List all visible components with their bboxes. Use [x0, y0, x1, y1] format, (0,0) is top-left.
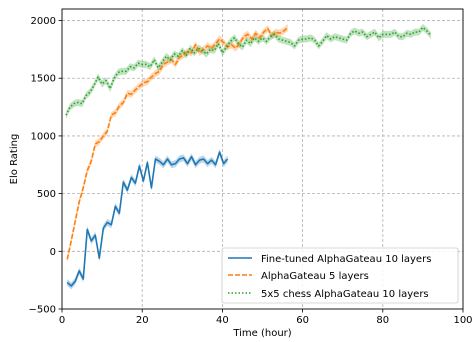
x-tick-label: 100: [453, 315, 472, 326]
legend: Fine-tuned AlphaGateau 10 layers AlphaGa…: [221, 247, 459, 304]
x-axis-label: Time (hour): [232, 328, 291, 339]
x-tick-label: 40: [216, 315, 229, 326]
y-tick-label: 1500: [31, 74, 56, 85]
series-line-1: [66, 26, 289, 260]
y-tick-label: 2000: [31, 16, 56, 27]
legend-label-5x5-chess: 5x5 chess AlphaGateau 10 layers: [261, 289, 429, 300]
legend-label-5-layers: AlphaGateau 5 layers: [261, 271, 369, 282]
y-tick-label: −500: [29, 305, 56, 316]
series-lines: [65, 26, 432, 287]
y-tick-label: 0: [50, 247, 56, 258]
series-line-0: [66, 151, 229, 287]
plot-frame: [61, 8, 464, 310]
x-tick-label: 0: [59, 315, 65, 326]
y-tick-label: 1000: [31, 131, 56, 142]
series-line-2: [65, 26, 432, 116]
x-tick-label: 20: [136, 315, 149, 326]
legend-box: [221, 247, 459, 304]
x-tick-label: 60: [296, 315, 309, 326]
y-tick-label: 500: [37, 189, 56, 200]
x-tick-label: 80: [376, 315, 389, 326]
series-band-0: [67, 148, 228, 290]
legend-label-finetuned: Fine-tuned AlphaGateau 10 layers: [261, 254, 431, 265]
y-axis-label: Elo Rating: [9, 134, 20, 185]
